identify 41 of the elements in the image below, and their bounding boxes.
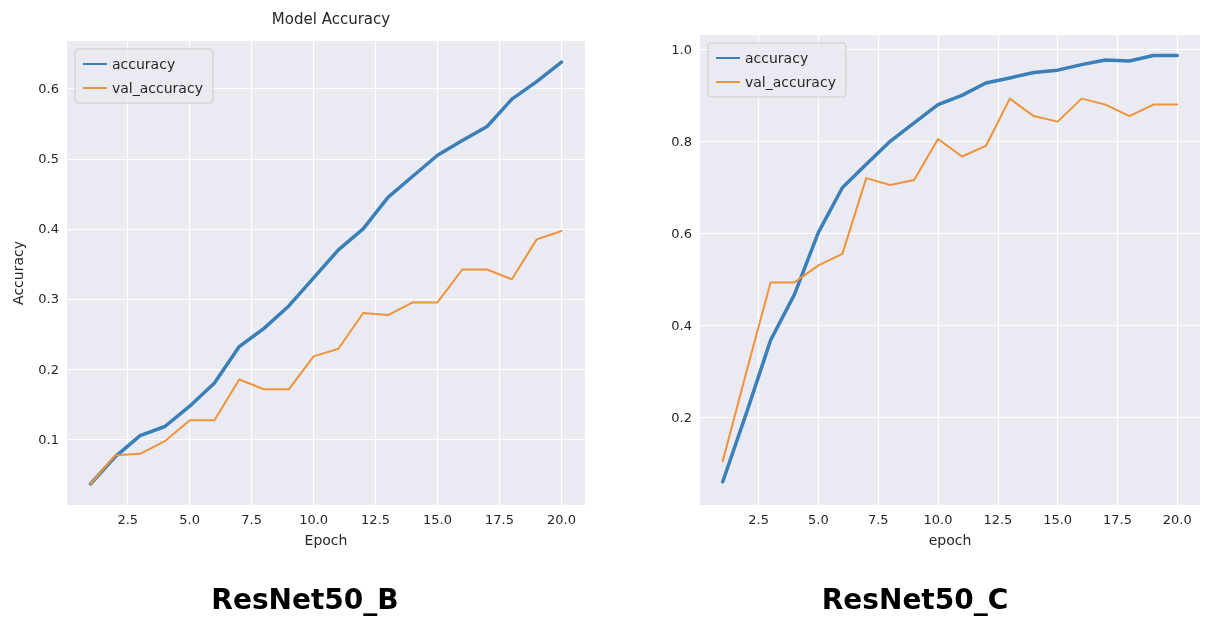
y-axis-title: Accuracy bbox=[10, 241, 26, 305]
line-series bbox=[89, 229, 563, 485]
y-tick-label: 0.2 bbox=[671, 409, 692, 425]
y-tick-label: 1.0 bbox=[671, 41, 692, 57]
x-tick-label: 12.5 bbox=[361, 512, 391, 527]
x-tick-label: 7.5 bbox=[867, 512, 889, 527]
y-tick-label: 0.6 bbox=[671, 225, 692, 241]
x-tick-label: 2.5 bbox=[748, 512, 769, 527]
x-tick-label: 20.0 bbox=[1162, 512, 1192, 527]
line-series bbox=[720, 53, 1180, 484]
y-tick-label: 0.4 bbox=[38, 221, 59, 237]
y-tick-label: 0.5 bbox=[38, 151, 59, 167]
x-axis-title: Epoch bbox=[304, 532, 348, 548]
x-tick-label: 10.0 bbox=[299, 512, 329, 527]
legend-label: val_accuracy bbox=[745, 74, 836, 90]
legend-label: accuracy bbox=[745, 50, 809, 66]
x-tick-label: 20.0 bbox=[546, 512, 576, 527]
legend-label: val_accuracy bbox=[112, 80, 203, 96]
y-tick-label: 0.6 bbox=[38, 81, 59, 97]
x-tick-label: 5.0 bbox=[808, 512, 829, 527]
x-tick-label: 7.5 bbox=[241, 512, 262, 527]
legend-label: accuracy bbox=[112, 56, 176, 72]
x-tick-label: 17.5 bbox=[485, 512, 514, 527]
chart-title: Model Accuracy bbox=[271, 9, 391, 28]
x-tick-label: 17.5 bbox=[1102, 512, 1132, 527]
y-tick-label: 0.2 bbox=[38, 361, 59, 377]
x-tick-label: 15.0 bbox=[1043, 512, 1073, 527]
x-tick-label: 5.0 bbox=[179, 512, 201, 527]
y-tick-label: 0.3 bbox=[38, 291, 59, 307]
y-tick-label: 0.8 bbox=[671, 133, 692, 149]
y-tick-label: 0.4 bbox=[671, 317, 692, 333]
x-axis-title: epoch bbox=[928, 532, 972, 548]
x-tick-label: 10.0 bbox=[923, 512, 953, 527]
x-tick-label: 15.0 bbox=[423, 512, 453, 527]
line-series bbox=[721, 97, 1179, 463]
y-tick-label: 0.1 bbox=[38, 431, 59, 447]
text: ResNet50_C bbox=[821, 582, 1009, 616]
text: ResNet50_B bbox=[211, 582, 399, 616]
line-series bbox=[88, 60, 564, 486]
x-tick-label: 12.5 bbox=[983, 512, 1013, 527]
x-tick-label: 2.5 bbox=[117, 512, 139, 527]
